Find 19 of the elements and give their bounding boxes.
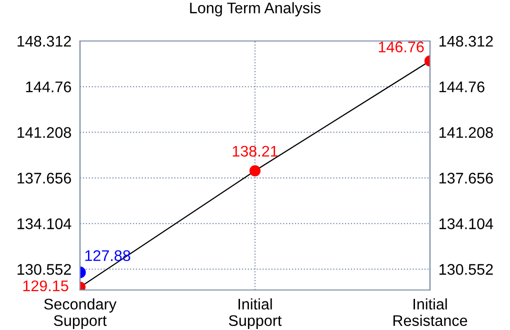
x-tick-label: Initial Support: [228, 298, 282, 330]
y-tick-label: 134.104: [18, 218, 72, 230]
data-label: 138.21: [232, 146, 278, 157]
y-tick-label: 130.552: [18, 264, 71, 275]
data-label: 146.76: [378, 42, 424, 52]
y2-tick-label: 134.104: [440, 218, 494, 230]
y2-tick-label: 137.656: [440, 172, 493, 184]
x-tick-label: Secondary Support: [44, 298, 116, 330]
y2-tick-label: 144.76: [440, 82, 484, 92]
x-tick-label: Initial Resistance: [393, 298, 468, 326]
y2-tick-label: 130.552: [440, 264, 493, 275]
y-tick-label: 141.208: [18, 127, 72, 138]
y-tick-label: 144.76: [26, 82, 71, 92]
y-tick-label: 148.312: [18, 36, 71, 47]
chart-title: Long Term Analysis: [190, 2, 321, 16]
y2-tick-label: 148.312: [440, 36, 493, 47]
data-label: 129.15: [23, 280, 68, 292]
y-tick-label: 137.656: [18, 172, 71, 184]
y2-tick-label: 141.208: [440, 127, 493, 138]
